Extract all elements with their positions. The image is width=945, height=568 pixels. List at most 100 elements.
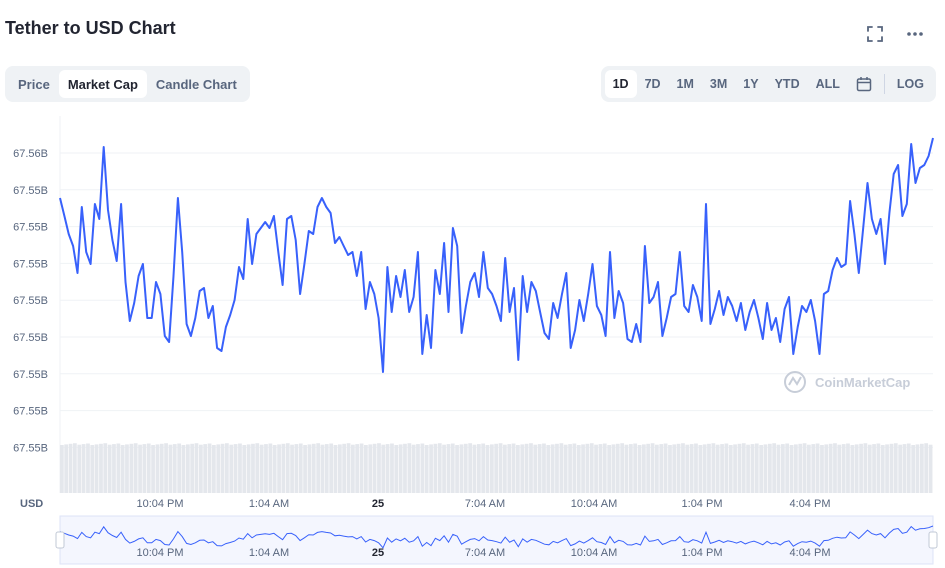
volume-bar <box>906 443 911 493</box>
volume-bar <box>481 443 486 493</box>
volume-bar <box>620 443 625 493</box>
volume-bar <box>768 443 772 493</box>
volume-bar <box>568 444 572 493</box>
y-tick-label: 67.55B <box>13 332 48 344</box>
volume-bar <box>685 444 690 493</box>
volume-bar <box>494 443 499 493</box>
watermark-text: CoinMarketCap <box>815 375 910 390</box>
volume-bar <box>290 444 294 493</box>
volume-bar <box>372 443 377 493</box>
volume-bar <box>394 445 399 493</box>
volume-bar <box>681 443 685 493</box>
range-navigator[interactable]: 10:04 PM 1:04 AM 25 7:04 AM 10:04 AM 1:04 PM 4… <box>55 515 938 565</box>
volume-bar <box>298 443 303 493</box>
log-scale-toggle[interactable]: LOG <box>896 77 924 91</box>
volume-bar <box>277 444 281 493</box>
volume-bar <box>889 443 894 493</box>
divider <box>883 74 885 94</box>
volume-bar <box>724 443 729 493</box>
more-horizontal-icon[interactable] <box>905 24 925 44</box>
volume-bar <box>663 443 668 493</box>
navigator-x-labels: 10:04 PM 1:04 AM 25 7:04 AM 10:04 AM 1:04 PM 4… <box>136 547 830 559</box>
navigator-handle-right[interactable] <box>928 531 938 549</box>
volume-bar <box>559 443 564 493</box>
y-tick-label: 67.56B <box>13 148 48 160</box>
range-ytd[interactable]: YTD <box>774 77 800 91</box>
volume-bar <box>281 443 286 493</box>
volume-bar <box>546 445 551 493</box>
volume-bar <box>711 443 716 493</box>
volume-bar <box>338 444 342 493</box>
x-axis: 10:04 PM 1:04 AM 25 7:04 AM 10:04 AM 1:04 PM 4… <box>136 498 830 510</box>
volume-bar <box>94 444 99 493</box>
volume-bar <box>898 444 903 493</box>
volume-bar <box>364 445 368 493</box>
volume-bar <box>268 443 273 493</box>
volume-bar <box>555 443 559 493</box>
volume-bar <box>928 444 933 493</box>
volume-bar <box>199 444 203 493</box>
volume-bar <box>911 445 916 493</box>
range-1y[interactable]: 1Y <box>743 77 759 91</box>
volume-bar <box>73 443 77 493</box>
range-3m[interactable]: 3M <box>709 77 728 91</box>
volume-bar <box>68 443 73 493</box>
volume-bar <box>429 444 433 493</box>
volume-bar <box>689 444 694 493</box>
range-all[interactable]: ALL <box>815 77 840 91</box>
volume-bar <box>229 444 234 493</box>
navigator-tick-label: 1:04 PM <box>682 547 723 559</box>
calendar-icon[interactable] <box>848 70 880 98</box>
volume-bar <box>642 444 646 493</box>
navigator-handle-left[interactable] <box>55 531 65 549</box>
volume-bar <box>146 443 151 493</box>
volume-bar <box>485 445 490 493</box>
volume-bar <box>272 445 277 493</box>
volume-bar <box>498 443 503 493</box>
volume-bar <box>368 444 373 493</box>
range-7d[interactable]: 7D <box>644 77 661 91</box>
volume-bar <box>307 444 312 493</box>
volume-bar <box>103 443 108 493</box>
volume-bar <box>233 444 238 493</box>
volume-bar <box>920 443 924 493</box>
tab-price[interactable]: Price <box>18 76 50 92</box>
volume-bar <box>463 443 468 493</box>
expand-icon[interactable] <box>865 24 885 44</box>
volume-bar <box>585 443 590 493</box>
navigator-tick-label: 10:04 AM <box>571 547 617 559</box>
volume-bar <box>846 443 850 493</box>
tab-candle-chart[interactable]: Candle Chart <box>155 76 237 92</box>
range-1m[interactable]: 1M <box>676 77 694 91</box>
volume-bar <box>754 443 759 493</box>
tab-market-cap[interactable]: Market Cap <box>58 70 147 98</box>
volume-bar <box>203 444 208 493</box>
volume-bar <box>377 443 381 493</box>
volume-bar <box>181 445 186 493</box>
volume-bar <box>572 443 577 493</box>
volume-bar <box>212 445 216 493</box>
volume-bar <box>507 444 512 493</box>
volume-bar <box>859 443 863 493</box>
volume-bar <box>772 443 777 493</box>
volume-bar <box>615 443 620 493</box>
volume-bar <box>867 444 872 493</box>
volume-bar <box>702 444 707 493</box>
volume-bar <box>138 444 142 493</box>
volume-bar <box>741 443 746 493</box>
volume-bar <box>668 445 672 493</box>
volume-bar <box>477 444 481 493</box>
volume-bars <box>60 443 933 493</box>
volume-bar <box>789 445 794 493</box>
time-range-selector: 1D 7D 1M 3M 1Y YTD ALL LOG <box>600 66 936 102</box>
volume-bar <box>116 443 121 493</box>
range-1d[interactable]: 1D <box>604 70 637 98</box>
volume-bar <box>733 444 737 493</box>
volume-bar <box>125 444 129 493</box>
volume-bar <box>598 444 603 493</box>
volume-bar <box>107 444 112 493</box>
navigator-tick-label: 10:04 PM <box>136 547 183 559</box>
volume-bar <box>828 443 833 493</box>
volume-bar <box>351 444 355 493</box>
volume-bar <box>537 444 542 493</box>
